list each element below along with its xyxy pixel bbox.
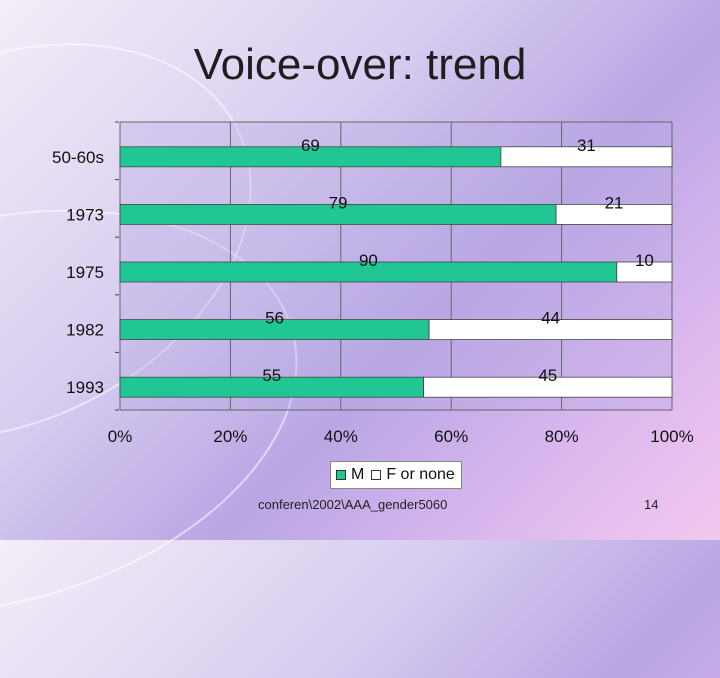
legend-swatch-f [371,470,382,480]
legend-label-m: M [351,466,365,483]
y-category-label: 1993 [66,378,104,397]
y-category-label: 1975 [66,263,104,282]
x-tick-label: 100% [650,427,693,446]
x-tick-label: 20% [213,427,247,446]
bar-chart: 0% 20% 40% 60% 80% 100% 50-60s 69 31 1973 79 21 1975… [52,121,694,446]
y-category-label: 50-60s [52,148,104,167]
data-label: 10 [635,251,654,270]
data-label: 31 [577,136,596,155]
data-label: 45 [538,366,557,385]
bar-segment-f [616,261,673,283]
x-tick-label: 40% [324,427,358,446]
slide-footer: conferen\2002\AAA_gender5060 [258,497,448,512]
chart-legend: M F or none [330,461,462,489]
bar-segment-f [423,376,673,398]
bar-segment-f [428,319,673,341]
slide-title: Voice-over: trend [193,40,527,89]
data-label: 44 [541,309,560,328]
page-number: 14 [644,497,659,512]
data-label: 79 [329,193,348,212]
x-tick-label: 60% [434,427,468,446]
data-label: 90 [359,251,378,270]
data-label: 21 [605,193,624,212]
data-label: 69 [301,136,320,155]
data-label: 55 [262,366,281,385]
x-tick-label: 0% [108,427,133,446]
bar-segment-f [500,146,673,168]
x-tick-label: 80% [545,427,579,446]
y-category-label: 1982 [66,321,104,340]
legend-label-f: F or none [386,466,455,483]
data-label: 56 [265,309,284,328]
bar-segment-f [555,203,673,225]
y-category-label: 1973 [66,205,104,224]
legend-swatch-m [336,470,346,480]
